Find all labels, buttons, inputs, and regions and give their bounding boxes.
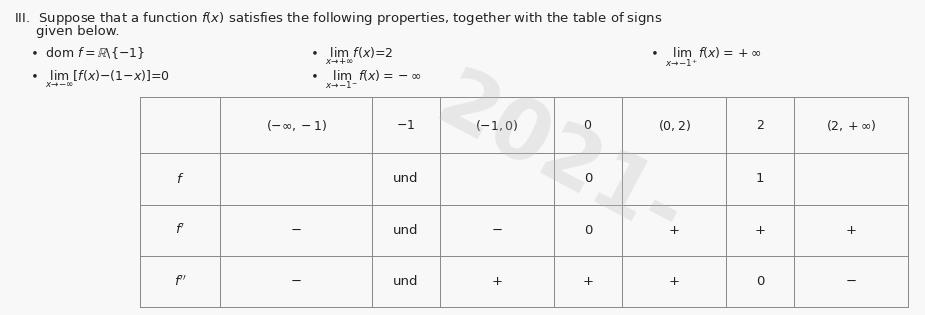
Text: $f'$: $f'$ (175, 223, 185, 238)
Text: given below.: given below. (36, 25, 119, 38)
Text: $\bullet$  $\lim_{x \to +\infty} f(x) = 2$: $\bullet$ $\lim_{x \to +\infty} f(x) = 2… (310, 45, 393, 67)
Text: −: − (491, 224, 502, 237)
Text: $0$: $0$ (584, 119, 593, 132)
Text: 0: 0 (584, 172, 592, 186)
Text: +: + (755, 224, 766, 237)
Text: $(-\infty,-1)$: $(-\infty,-1)$ (265, 118, 327, 133)
Text: $-1$: $-1$ (397, 119, 415, 132)
Text: +: + (669, 275, 680, 288)
Text: $(-1,0)$: $(-1,0)$ (475, 118, 519, 133)
Text: +: + (491, 275, 502, 288)
Text: −: − (290, 224, 302, 237)
Text: 1: 1 (756, 172, 765, 186)
Text: III.  Suppose that a function $f(x)$ satisfies the following properties, togethe: III. Suppose that a function $f(x)$ sati… (14, 10, 662, 27)
Text: $\bullet$  $\lim_{x \to -\infty} [f(x) - (1-x)] = 0$: $\bullet$ $\lim_{x \to -\infty} [f(x) - … (30, 68, 170, 90)
Text: $\bullet$  $\lim_{x \to -1^+} f(x) = +\infty$: $\bullet$ $\lim_{x \to -1^+} f(x) = +\in… (650, 45, 761, 69)
Text: +: + (845, 224, 857, 237)
Text: 0: 0 (756, 275, 764, 288)
Text: und: und (393, 172, 419, 186)
Text: $2$: $2$ (756, 119, 765, 132)
Text: und: und (393, 224, 419, 237)
Text: 2021-: 2021- (424, 62, 697, 258)
Text: $(0,2)$: $(0,2)$ (658, 118, 691, 133)
Text: $f''$: $f''$ (174, 274, 187, 289)
Text: $\bullet$  $\lim_{x \to -1^-} f(x) = -\infty$: $\bullet$ $\lim_{x \to -1^-} f(x) = -\in… (310, 68, 422, 91)
Text: −: − (845, 275, 857, 288)
Text: −: − (290, 275, 302, 288)
Text: $(2,+\infty)$: $(2,+\infty)$ (826, 118, 877, 133)
Text: $f$: $f$ (176, 172, 184, 186)
Text: +: + (583, 275, 594, 288)
Text: +: + (669, 224, 680, 237)
Text: und: und (393, 275, 419, 288)
Text: $\bullet$  dom $f = \mathbb{R}\backslash\{-1\}$: $\bullet$ dom $f = \mathbb{R}\backslash\… (30, 45, 145, 61)
Text: 0: 0 (584, 224, 592, 237)
